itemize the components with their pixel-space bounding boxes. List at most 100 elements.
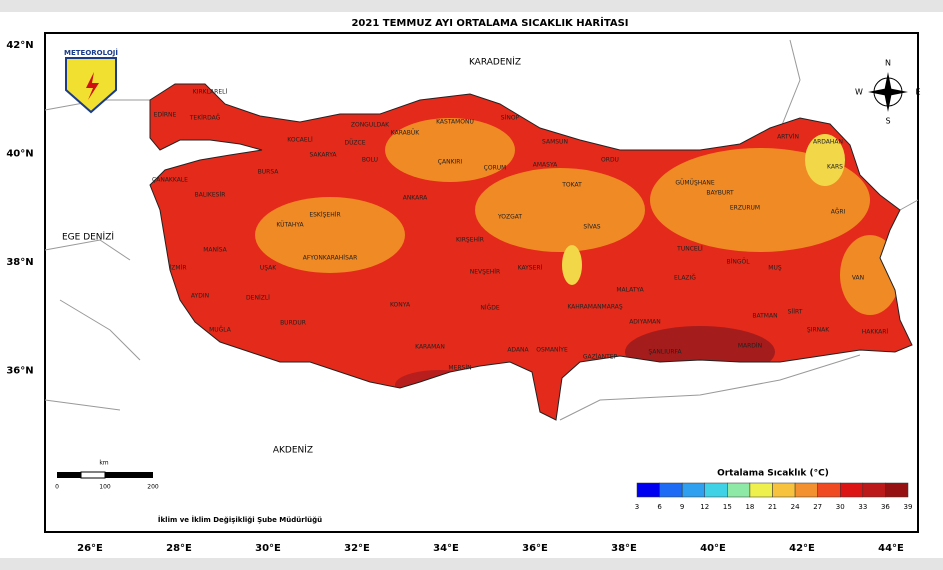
- province-label: ARDAHAN: [813, 139, 843, 146]
- logo-bolt: [86, 72, 99, 100]
- legend-swatch: [862, 482, 886, 498]
- province-label: BATMAN: [752, 313, 777, 320]
- province-label: YOZGAT: [497, 214, 522, 221]
- logo-text: METEOROLOJİ: [64, 48, 118, 57]
- scale-bar: [80, 471, 106, 479]
- legend-tick-label: 24: [791, 503, 800, 511]
- legend-tick-label: 21: [768, 503, 777, 511]
- legend-swatch: [704, 482, 728, 498]
- province-label: ORDU: [601, 157, 619, 164]
- longitude-label: 34°E: [433, 543, 459, 554]
- province-label: BURDUR: [280, 320, 306, 327]
- province-label: MARDİN: [738, 343, 762, 350]
- province-label: AFYONKARAHİSAR: [303, 255, 358, 262]
- title: 2021 TEMMUZ AYI ORTALAMA SICAKLIK HARİTA…: [351, 15, 628, 29]
- bottom-band: [0, 558, 943, 570]
- legend-swatch: [727, 482, 751, 498]
- top-band: [0, 0, 943, 12]
- legend-tick-label: 39: [904, 503, 913, 511]
- scale-tick-label: 200: [147, 484, 159, 491]
- legend-tick-label: 18: [745, 503, 754, 511]
- province-label: KIRKLARELİ: [193, 89, 228, 96]
- longitude-label: 26°E: [77, 543, 103, 554]
- province-label: SİVAS: [583, 224, 600, 231]
- province-label: AĞRI: [831, 209, 846, 216]
- legend-tick-label: 3: [635, 503, 639, 511]
- province-label: ÇORUM: [484, 165, 507, 172]
- province-label: ADIYAMAN: [629, 319, 661, 326]
- province-label: NEVŞEHİR: [470, 269, 500, 276]
- province-label: NİĞDE: [480, 305, 500, 312]
- province-label: ÇANKIRI: [438, 159, 463, 166]
- province-label: KASTAMONU: [436, 119, 474, 126]
- province-label: BİNGÖL: [726, 259, 750, 266]
- latitude-label: 40°N: [6, 149, 33, 160]
- legend-swatch: [659, 482, 683, 498]
- province-label: AMASYA: [533, 162, 558, 169]
- province-label: AYDIN: [191, 293, 209, 300]
- longitude-label: 32°E: [344, 543, 370, 554]
- province-label: MUĞLA: [209, 327, 232, 334]
- province-label: DÜZCE: [345, 140, 366, 147]
- legend-swatch: [749, 482, 773, 498]
- longitude-label: 40°E: [700, 543, 726, 554]
- latitude-label: 36°N: [6, 366, 33, 377]
- legend-swatch: [840, 482, 864, 498]
- province-label: MANİSA: [203, 247, 227, 254]
- province-label: VAN: [852, 275, 864, 282]
- legend-tick-label: 9: [680, 503, 684, 511]
- legend-swatch: [794, 482, 818, 498]
- legend-tick-label: 33: [858, 503, 867, 511]
- longitude-label: 44°E: [878, 543, 904, 554]
- legend-swatch: [817, 482, 841, 498]
- legend-swatch: [636, 482, 660, 498]
- legend-swatch: [681, 482, 706, 498]
- province-label: GAZİANTEP: [583, 354, 618, 361]
- legend-tick-label: 6: [657, 503, 662, 511]
- legend-swatch: [885, 482, 909, 498]
- province-label: KARS: [827, 164, 843, 171]
- province-label: ARTVİN: [777, 134, 799, 141]
- province-label: MERSİN: [448, 365, 471, 372]
- province-label: EDİRNE: [154, 112, 177, 119]
- longitude-label: 28°E: [166, 543, 192, 554]
- province-label: ÇANAKKALE: [152, 177, 188, 184]
- province-label: KÜTAHYA: [276, 222, 304, 229]
- latitude-label: 38°N: [6, 257, 33, 268]
- compass-label: W: [855, 88, 863, 97]
- province-label: MUŞ: [768, 265, 782, 272]
- province-label: DENİZLİ: [246, 295, 270, 302]
- sea-label: AKDENİZ: [273, 445, 313, 456]
- sea-label: EGE DENİZİ: [62, 232, 114, 243]
- longitude-label: 42°E: [789, 543, 815, 554]
- province-label: OSMANİYE: [536, 347, 568, 354]
- province-label: ZONGULDAK: [351, 122, 390, 129]
- province-label: KIRŞEHİR: [456, 237, 484, 244]
- province-label: BURSA: [258, 169, 280, 176]
- province-label: MALATYA: [616, 287, 644, 294]
- province-label: TOKAT: [561, 182, 582, 189]
- legend-tick-label: 27: [813, 503, 822, 511]
- legend-tick-label: 36: [881, 503, 890, 511]
- province-label: ŞANLIURFA: [648, 349, 682, 356]
- legend-tick-label: 30: [836, 503, 845, 511]
- scale-tick-label: 100: [99, 484, 111, 491]
- province-label: KARABÜK: [391, 130, 420, 137]
- province-label: SİNOP: [501, 115, 520, 122]
- province-label: SAKARYA: [309, 152, 337, 159]
- province-label: KAHRAMANMARAŞ: [567, 304, 623, 311]
- scale-bar: [57, 472, 81, 478]
- province-label: TEKİRDAĞ: [189, 115, 221, 122]
- province-label: SAMSUN: [542, 139, 568, 146]
- province-label: ADANA: [507, 347, 529, 354]
- province-label: ERZURUM: [730, 205, 760, 212]
- longitude-label: 38°E: [611, 543, 637, 554]
- province-label: TUNCELİ: [676, 246, 703, 253]
- longitude-label: 36°E: [522, 543, 548, 554]
- legend-tick-label: 15: [723, 503, 732, 511]
- province-label: ELAZIĞ: [674, 275, 696, 282]
- province-label: KONYA: [390, 302, 411, 309]
- province-label: KAYSERİ: [518, 265, 543, 272]
